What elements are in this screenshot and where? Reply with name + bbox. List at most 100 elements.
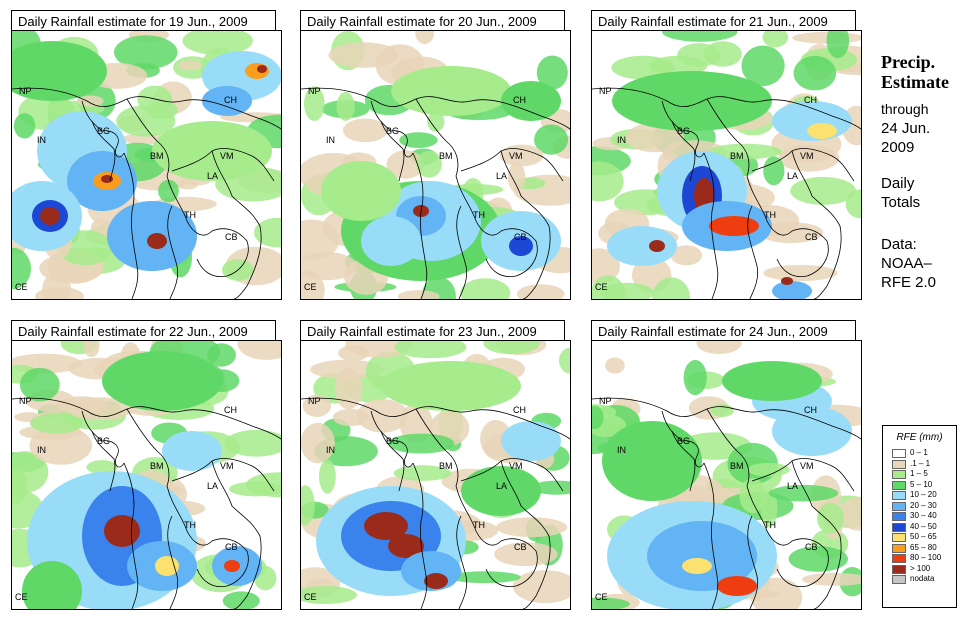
country-label-bg: BG: [386, 436, 400, 446]
through-year: 2009: [881, 139, 915, 156]
country-label-la: LA: [496, 171, 508, 181]
legend-swatch: [892, 470, 906, 479]
country-label-cb: CB: [225, 542, 238, 552]
country-label-vm: VM: [800, 151, 814, 161]
rainfall-panel-24: Daily Rainfall estimate for 24 Jun., 200…: [591, 320, 862, 610]
through-block: through 24 Jun. 2009: [881, 100, 930, 157]
country-label-la: LA: [207, 171, 219, 181]
country-label-np: NP: [599, 86, 612, 96]
country-label-bm: BM: [730, 151, 744, 161]
data-source-1: NOAA–: [881, 255, 932, 272]
country-label-bg: BG: [97, 436, 111, 446]
country-label-cb: CB: [805, 232, 818, 242]
daily-label: Daily: [881, 175, 915, 192]
legend-label: 40 – 50: [910, 521, 937, 531]
rainfall-map: NP IN BG BM CH VM LA TH CB CE: [300, 340, 571, 610]
country-label-ch: CH: [804, 405, 817, 415]
country-label-la: LA: [496, 481, 508, 491]
country-label-cb: CB: [514, 232, 527, 242]
rainfall-map: NP IN BG BM CH VM LA TH CB CE: [11, 30, 282, 300]
rainfall-panel-21: Daily Rainfall estimate for 21 Jun., 200…: [591, 10, 862, 300]
legend-swatch: [892, 522, 906, 532]
country-label-in: IN: [37, 135, 46, 145]
heading-line-2: Estimate: [881, 72, 949, 92]
rainfall-panel-22: Daily Rainfall estimate for 22 Jun., 200…: [11, 320, 282, 610]
country-label-in: IN: [617, 445, 626, 455]
legend-swatch: [892, 449, 906, 458]
panel-title: Daily Rainfall estimate for 22 Jun., 200…: [11, 320, 276, 341]
country-label-vm: VM: [220, 461, 234, 471]
panel-title: Daily Rainfall estimate for 24 Jun., 200…: [591, 320, 856, 341]
legend-item: 30 – 40: [883, 511, 956, 522]
legend-title: RFE (mm): [896, 432, 943, 443]
country-label-bm: BM: [150, 461, 164, 471]
legend-item: 80 – 100: [883, 553, 956, 564]
country-label-bg: BG: [386, 126, 400, 136]
legend-swatch: [892, 564, 906, 574]
rainfall-map: NP IN BG BM CH VM LA TH CB CE: [591, 30, 862, 300]
country-label-ce: CE: [595, 592, 608, 602]
country-label-bm: BM: [150, 151, 164, 161]
legend-label: > 100: [910, 563, 931, 573]
through-label: through: [881, 101, 929, 117]
legend-swatch: [892, 575, 906, 584]
country-label-bg: BG: [677, 436, 691, 446]
country-label-th: TH: [184, 520, 196, 530]
legend-label: .1 – 1: [910, 458, 931, 468]
rainfall-panel-20: Daily Rainfall estimate for 20 Jun., 200…: [300, 10, 571, 300]
country-label-ch: CH: [224, 405, 237, 415]
legend-item: 40 – 50: [883, 522, 956, 533]
through-date: 24 Jun.: [881, 120, 931, 137]
country-label-in: IN: [326, 445, 335, 455]
country-label-ch: CH: [513, 405, 526, 415]
rainfall-map: NP IN BG BM CH VM LA TH CB CE: [591, 340, 862, 610]
legend-swatch: [892, 533, 906, 542]
country-label-vm: VM: [800, 461, 814, 471]
legend-label: 20 – 30: [910, 500, 937, 510]
country-label-in: IN: [617, 135, 626, 145]
country-label-bm: BM: [439, 461, 453, 471]
legend-swatch: [892, 459, 906, 469]
country-label-cb: CB: [225, 232, 238, 242]
country-label-ce: CE: [304, 282, 317, 292]
legend-item: .1 – 1: [883, 459, 956, 470]
country-label-la: LA: [787, 481, 799, 491]
country-label-bm: BM: [730, 461, 744, 471]
data-source-block: Data: NOAA– RFE 2.0: [881, 235, 936, 292]
country-label-np: NP: [308, 86, 321, 96]
legend-item: 0 – 1: [883, 448, 956, 459]
legend-label: nodata: [910, 574, 935, 583]
legend-label: 5 – 10: [910, 479, 933, 489]
rainfall-panel-19: Daily Rainfall estimate for 19 Jun., 200…: [11, 10, 282, 300]
data-label: Data:: [881, 236, 917, 253]
country-label-ch: CH: [224, 95, 237, 105]
legend-item: 50 – 65: [883, 532, 956, 543]
country-label-th: TH: [184, 210, 196, 220]
rainfall-panel-23: Daily Rainfall estimate for 23 Jun., 200…: [300, 320, 571, 610]
country-label-ce: CE: [595, 282, 608, 292]
rainfall-map: NP IN BG BM CH VM LA TH CB CE: [300, 30, 571, 300]
panel-title: Daily Rainfall estimate for 20 Jun., 200…: [300, 10, 565, 31]
country-label-bg: BG: [677, 126, 691, 136]
country-label-vm: VM: [509, 461, 523, 471]
legend-item: 10 – 20: [883, 490, 956, 501]
heading-line-1: Precip.: [881, 52, 936, 72]
legend-label: 1 – 5: [910, 469, 928, 478]
country-label-in: IN: [326, 135, 335, 145]
legend-item: 65 – 80: [883, 543, 956, 554]
legend-swatch: [892, 480, 906, 490]
legend-item: > 100: [883, 564, 956, 575]
country-label-vm: VM: [509, 151, 523, 161]
country-label-ce: CE: [15, 282, 28, 292]
country-label-th: TH: [764, 520, 776, 530]
country-label-th: TH: [473, 210, 485, 220]
rainfall-map: NP IN BG BM CH VM LA TH CB CE: [11, 340, 282, 610]
legend-label: 65 – 80: [910, 542, 937, 552]
country-label-np: NP: [19, 396, 32, 406]
legend-item: 20 – 30: [883, 501, 956, 512]
country-label-ch: CH: [513, 95, 526, 105]
legend-swatch: [892, 554, 906, 563]
legend-label: 0 – 1: [910, 448, 928, 457]
country-label-cb: CB: [805, 542, 818, 552]
